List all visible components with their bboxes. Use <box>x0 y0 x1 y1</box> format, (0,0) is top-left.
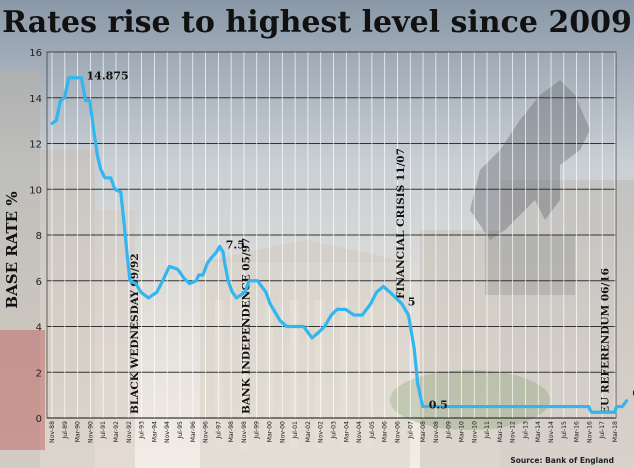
event-annotation: BANK INDEPENDENCE 05/97 <box>241 238 253 414</box>
x-tick-label: Jul-89 <box>62 421 69 440</box>
x-tick-label: Mar-98 <box>228 421 235 442</box>
x-tick-label: Jul-03 <box>331 421 338 440</box>
y-tick-label: 2 <box>36 368 42 379</box>
y-axis: 0 2 4 6 8 10 12 14 16 <box>29 48 42 425</box>
x-tick-label: Mar-18 <box>612 421 619 442</box>
x-tick-label: Nov-12 <box>510 421 517 443</box>
value-label: 14.875 <box>87 70 129 83</box>
grid <box>46 51 617 419</box>
x-tick-label: Jul-01 <box>292 421 299 440</box>
x-tick-label: Mar-96 <box>190 421 197 442</box>
x-axis: Nov-88 Jul-89 Mar-90 Nov-90 Jul-91 Mar-92 Nov-… <box>49 421 619 443</box>
x-tick-label: Mar-04 <box>343 421 350 442</box>
x-tick-label: Jul-97 <box>215 421 222 440</box>
x-tick-label: Mar-12 <box>497 421 504 442</box>
x-tick-label: Nov-02 <box>318 421 325 443</box>
y-tick-label: 4 <box>36 323 42 334</box>
x-tick-label: Jul-11 <box>484 421 491 440</box>
y-axis-label: BASE RATE % <box>3 191 21 308</box>
x-tick-label: Jul-91 <box>100 421 107 440</box>
value-label: 5 <box>408 296 416 309</box>
source-note: Source: Bank of England <box>510 456 614 465</box>
x-tick-label: Nov-98 <box>241 421 248 443</box>
x-tick-label: Jul-05 <box>369 421 376 440</box>
x-tick-label: Mar-10 <box>458 421 465 442</box>
event-annotation: BLACK WEDNESDAY 09/92 <box>129 253 141 414</box>
x-tick-label: Mar-02 <box>305 421 312 442</box>
y-tick-label: 16 <box>29 48 42 59</box>
x-tick-label: Jul-95 <box>177 421 184 440</box>
y-tick-label: 0 <box>36 414 42 425</box>
series-line-base-rate <box>50 76 629 414</box>
x-tick-label: Nov-04 <box>356 421 363 443</box>
x-tick-label: Nov-94 <box>164 421 171 443</box>
x-tick-label: Nov-00 <box>279 421 286 443</box>
event-annotation: EU REFERENDUM 06/16 <box>600 268 612 414</box>
x-tick-label: Nov-08 <box>433 421 440 443</box>
x-tick-label: Mar-92 <box>113 421 120 442</box>
x-tick-label: Nov-96 <box>203 421 210 443</box>
x-tick-label: Jul-07 <box>407 421 414 440</box>
x-tick-label: Jul-93 <box>139 421 146 440</box>
x-tick-label: Mar-90 <box>75 421 82 442</box>
x-tick-label: Nov-14 <box>548 421 555 443</box>
x-tick-label: Mar-16 <box>574 421 581 442</box>
x-tick-label: Mar-08 <box>420 421 427 442</box>
x-tick-label: Mar-00 <box>267 421 274 442</box>
event-annotations: BLACK WEDNESDAY 09/92 BANK INDEPENDENCE 0… <box>129 148 612 414</box>
x-tick-label: Mar-94 <box>151 421 158 442</box>
x-tick-label: Nov-10 <box>471 421 478 443</box>
x-tick-label: Nov-92 <box>126 421 133 443</box>
x-tick-label: Nov-06 <box>394 421 401 443</box>
y-tick-label: 14 <box>29 94 42 105</box>
plot-frame <box>46 51 617 419</box>
value-label-latest: 0.75 <box>633 387 634 400</box>
y-tick-label: 10 <box>29 185 42 196</box>
y-tick-label: 12 <box>29 140 42 151</box>
x-tick-label: Mar-06 <box>382 421 389 442</box>
series-layer <box>50 76 629 414</box>
x-tick-label: Mar-14 <box>535 421 542 442</box>
chart-title: Rates rise to highest level since 2009 <box>2 5 632 40</box>
x-tick-label: Jul-13 <box>522 421 529 440</box>
x-tick-label: Nov-88 <box>49 421 56 443</box>
x-tick-label: Jul-17 <box>599 421 606 440</box>
x-tick-label: Nov-16 <box>586 421 593 443</box>
y-tick-label: 6 <box>36 277 42 288</box>
x-tick-label: Nov-90 <box>87 421 94 443</box>
x-tick-label: Jul-99 <box>254 421 261 440</box>
x-tick-label: Jul-09 <box>446 421 453 440</box>
x-tick-label: Jul-15 <box>561 421 568 440</box>
value-label: 0.5 <box>429 399 448 412</box>
event-annotation: FINANCIAL CRISIS 11/07 <box>395 148 407 299</box>
value-labels: 14.875 7.5 5 0.5 0.75 <box>87 70 634 412</box>
value-label: 7.5 <box>226 238 245 251</box>
y-tick-label: 8 <box>36 231 42 242</box>
